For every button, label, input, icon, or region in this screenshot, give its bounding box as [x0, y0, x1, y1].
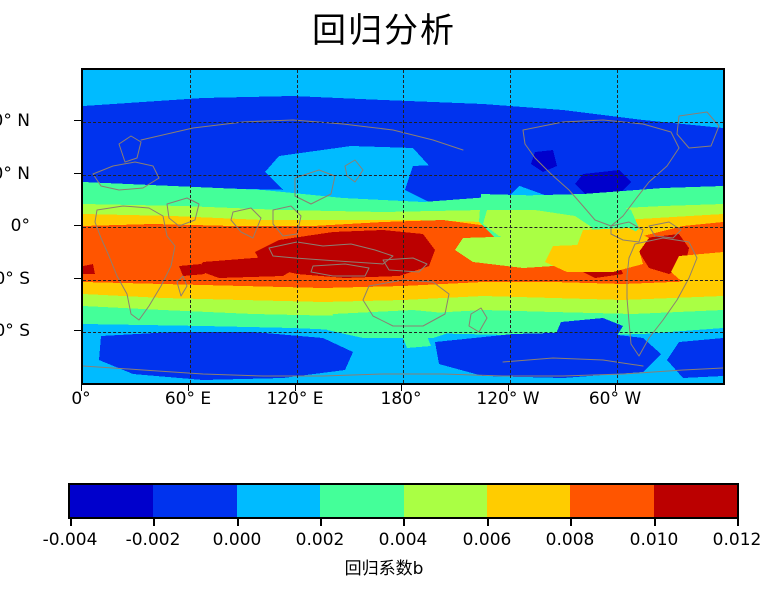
colorbar-band-1 — [153, 485, 237, 517]
colorbar-label-0: -0.004 — [42, 530, 98, 550]
colorbar-tick-2 — [237, 519, 239, 526]
colorbar-label-5: 0.006 — [462, 530, 512, 550]
xtick-mark-120w — [508, 385, 509, 391]
ytick-label-60s: 60° S — [0, 321, 30, 341]
colorbar-band-3 — [320, 485, 404, 517]
xtick-mark-120e — [295, 385, 296, 391]
xtick-label-60e: 60° E — [164, 389, 212, 409]
colorbar-band-2 — [236, 485, 321, 517]
colorbar-tick-8 — [737, 519, 739, 526]
ytick-label-30s: 30° S — [0, 269, 30, 289]
colorbar-band-6 — [570, 485, 654, 517]
colorbar-label-3: 0.002 — [295, 530, 345, 550]
colorbar-title: 回归系数b — [344, 559, 424, 579]
xtick-label-0: 0° — [71, 389, 91, 409]
ytick-label-60n: 60° N — [0, 111, 30, 131]
colorbar-bands[interactable] — [68, 483, 739, 519]
colorbar[interactable] — [68, 483, 739, 519]
xtick-label-120e: 120° E — [266, 389, 324, 409]
colorbar-tick-6 — [570, 519, 572, 526]
colorbar-label-7: 0.010 — [629, 530, 679, 550]
ytick-mark-60n — [74, 120, 81, 121]
ytick-label-30n: 30° N — [0, 164, 30, 184]
ytick-mark-30n — [74, 173, 81, 174]
xtick-mark-60w — [615, 385, 616, 391]
colorbar-tick-7 — [654, 519, 656, 526]
xtick-mark-180 — [401, 385, 402, 391]
xtick-mark-0 — [81, 385, 82, 391]
colorbar-tick-3 — [320, 519, 322, 526]
xtick-label-180: 180° — [380, 389, 422, 409]
colorbar-tick-4 — [403, 519, 405, 526]
ytick-mark-60s — [74, 330, 81, 331]
colorbar-label-1: -0.002 — [125, 530, 181, 550]
colorbar-label-6: 0.008 — [545, 530, 595, 550]
ytick-label-0: 0° — [10, 216, 30, 236]
ytick-mark-0 — [74, 225, 81, 226]
colorbar-label-8: 0.012 — [712, 530, 762, 550]
xtick-mark-60e — [188, 385, 189, 391]
colorbar-label-2: 0.000 — [212, 530, 262, 550]
map-plot-panel[interactable] — [81, 68, 725, 385]
contour-field — [83, 70, 723, 383]
colorbar-band-0 — [70, 485, 154, 517]
colorbar-band-5 — [486, 485, 571, 517]
xtick-label-60w: 60° W — [588, 389, 642, 409]
colorbar-tick-0 — [70, 519, 72, 526]
colorbar-tick-1 — [153, 519, 155, 526]
colorbar-label-4: 0.004 — [378, 530, 428, 550]
xtick-label-120w: 120° W — [476, 389, 540, 409]
colorbar-band-7 — [653, 485, 737, 517]
colorbar-tick-5 — [487, 519, 489, 526]
colorbar-band-4 — [403, 485, 487, 517]
ytick-mark-30s — [74, 278, 81, 279]
page-title: 回归分析 — [312, 11, 456, 51]
